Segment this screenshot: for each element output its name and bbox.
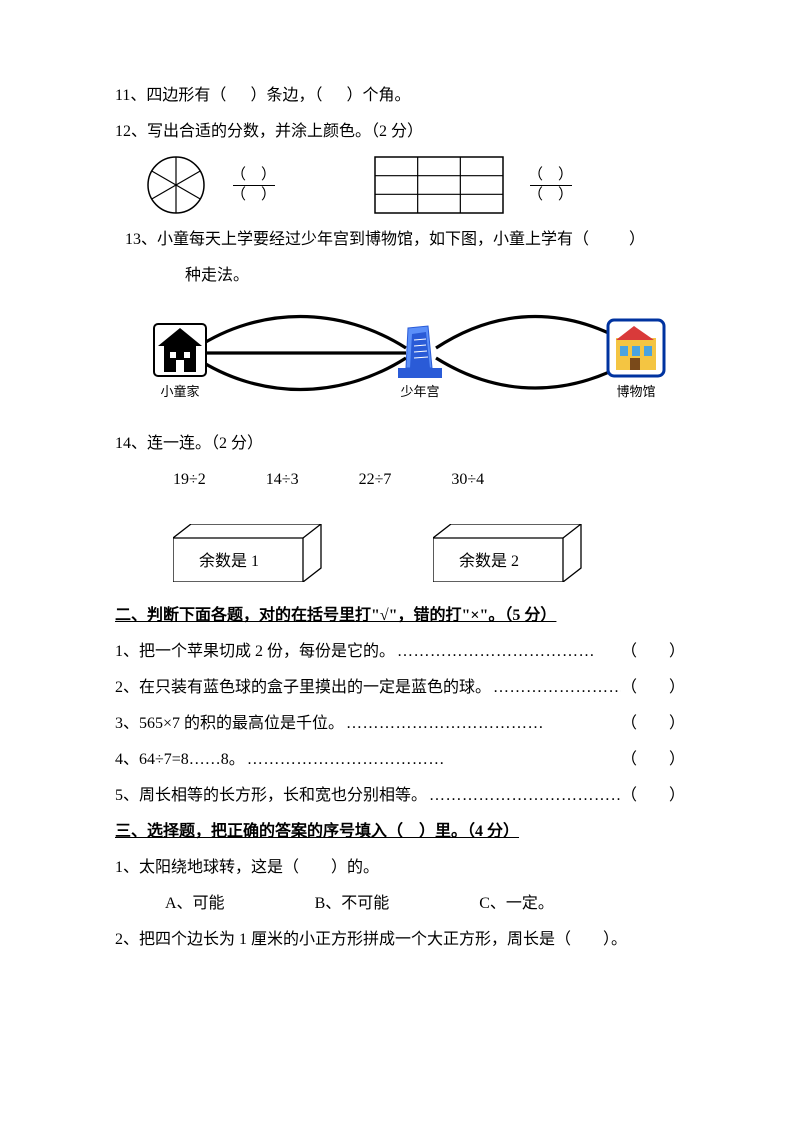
s2-title: 二、判断下面各题，对的在括号里打"√"，错的打"×"。（5 分） bbox=[115, 600, 685, 632]
tf-blank[interactable]: （ ） bbox=[621, 708, 685, 740]
box-label: 余数是 1 bbox=[199, 546, 259, 578]
fraction-denominator: （ ） bbox=[231, 187, 276, 204]
tf-blank[interactable]: （ ） bbox=[621, 780, 685, 812]
s2-item-3: 3、565×7 的积的最高位是千位。 ……………………………… （ ） bbox=[115, 708, 685, 740]
q11-text-a: 11、四边形有（ bbox=[115, 87, 226, 104]
q11: 11、四边形有（ ）条边，（ ）个角。 bbox=[115, 80, 685, 112]
s3-q1-opts: A、可能 B、不可能 C、一定。 bbox=[115, 888, 685, 920]
q13-diagram: 小童家 少年宫 博物馆 bbox=[130, 298, 670, 418]
tf-stem: 3、565×7 的积的最高位是千位。 bbox=[115, 708, 344, 740]
remainder-box-2[interactable]: 余数是 2 bbox=[433, 524, 583, 582]
tf-stem: 5、周长相等的长方形，长和宽也分别相等。 bbox=[115, 780, 427, 812]
fraction-numerator: （ ） bbox=[231, 167, 276, 184]
fraction-bar-icon bbox=[233, 185, 275, 186]
box-label: 余数是 2 bbox=[459, 546, 519, 578]
q11-text-b: ）条边，（ bbox=[250, 87, 322, 104]
q11-blank-2[interactable] bbox=[326, 80, 342, 112]
s2-item-4: 4、64÷7=8……8。 ……………………………… （ ） bbox=[115, 744, 685, 776]
dots-icon: ……………………………… bbox=[491, 672, 621, 704]
dots-icon: ……………………………… bbox=[427, 780, 621, 812]
q14-boxes: 余数是 1 余数是 2 bbox=[115, 524, 685, 582]
museum-label: 博物馆 bbox=[616, 384, 655, 399]
q14-item-4[interactable]: 30÷4 bbox=[451, 464, 484, 496]
dots-icon: ……………………………… bbox=[395, 636, 621, 668]
home-label: 小童家 bbox=[160, 384, 199, 399]
s3-q1-opt-c[interactable]: C、一定。 bbox=[479, 888, 554, 920]
q12-prompt: 12、写出合适的分数，并涂上颜色。（2 分） bbox=[115, 116, 685, 148]
q12-diagrams: （ ） （ ） （ ） （ ） bbox=[115, 154, 685, 216]
q14-items: 19÷2 14÷3 22÷7 30÷4 bbox=[115, 464, 685, 496]
pie-icon bbox=[145, 154, 207, 216]
dots-icon: ……………………………… bbox=[344, 708, 621, 740]
q13-text-a: 13、小童每天上学要经过少年宫到博物馆，如下图，小童上学有（ bbox=[125, 231, 589, 248]
q14-prompt: 14、连一连。（2 分） bbox=[115, 428, 685, 460]
remainder-box-1[interactable]: 余数是 1 bbox=[173, 524, 323, 582]
q11-blank-1[interactable] bbox=[230, 80, 246, 112]
q14-item-1[interactable]: 19÷2 bbox=[173, 464, 206, 496]
tf-stem: 2、在只装有蓝色球的盒子里摸出的一定是蓝色的球。 bbox=[115, 672, 491, 704]
q11-text-c: ）个角。 bbox=[346, 87, 410, 104]
palace-label: 少年宫 bbox=[400, 384, 439, 399]
s3-q1-opt-b[interactable]: B、不可能 bbox=[315, 888, 390, 920]
fraction-bar-icon bbox=[530, 185, 572, 186]
q13-prompt: 13、小童每天上学要经过少年宫到博物馆，如下图，小童上学有（ ） bbox=[115, 224, 685, 256]
tf-blank[interactable]: （ ） bbox=[621, 744, 685, 776]
s2-item-2: 2、在只装有蓝色球的盒子里摸出的一定是蓝色的球。 ……………………………… （ … bbox=[115, 672, 685, 704]
q13-sub: 种走法。 bbox=[115, 260, 685, 292]
q14-item-2[interactable]: 14÷3 bbox=[266, 464, 299, 496]
tf-blank[interactable]: （ ） bbox=[621, 636, 685, 668]
dots-icon: ……………………………… bbox=[245, 744, 621, 776]
home-icon bbox=[154, 324, 206, 376]
tf-stem: 4、64÷7=8……8。 bbox=[115, 744, 245, 776]
tf-stem: 1、把一个苹果切成 2 份，每份是它的。 bbox=[115, 636, 395, 668]
s3-title: 三、选择题，把正确的答案的序号填入（ ）里。（4 分） bbox=[115, 816, 685, 848]
q12-fraction-1[interactable]: （ ） （ ） bbox=[231, 167, 276, 203]
s2-item-1: 1、把一个苹果切成 2 份，每份是它的。 ……………………………… （ ） bbox=[115, 636, 685, 668]
s2-item-5: 5、周长相等的长方形，长和宽也分别相等。 ……………………………… （ ） bbox=[115, 780, 685, 812]
q13-text-b: ） bbox=[629, 231, 645, 248]
tf-blank[interactable]: （ ） bbox=[621, 672, 685, 704]
grid-icon bbox=[374, 156, 504, 214]
q13-blank[interactable] bbox=[593, 224, 625, 256]
fraction-numerator: （ ） bbox=[528, 167, 573, 184]
s3-q2-stem: 2、把四个边长为 1 厘米的小正方形拼成一个大正方形，周长是（ ）。 bbox=[115, 924, 685, 956]
fraction-denominator: （ ） bbox=[528, 187, 573, 204]
q12-fraction-2[interactable]: （ ） （ ） bbox=[528, 167, 573, 203]
s3-q1-opt-a[interactable]: A、可能 bbox=[165, 888, 225, 920]
q14-item-3[interactable]: 22÷7 bbox=[359, 464, 392, 496]
museum-icon bbox=[608, 320, 664, 376]
s3-q1-stem: 1、太阳绕地球转，这是（ ）的。 bbox=[115, 852, 685, 884]
